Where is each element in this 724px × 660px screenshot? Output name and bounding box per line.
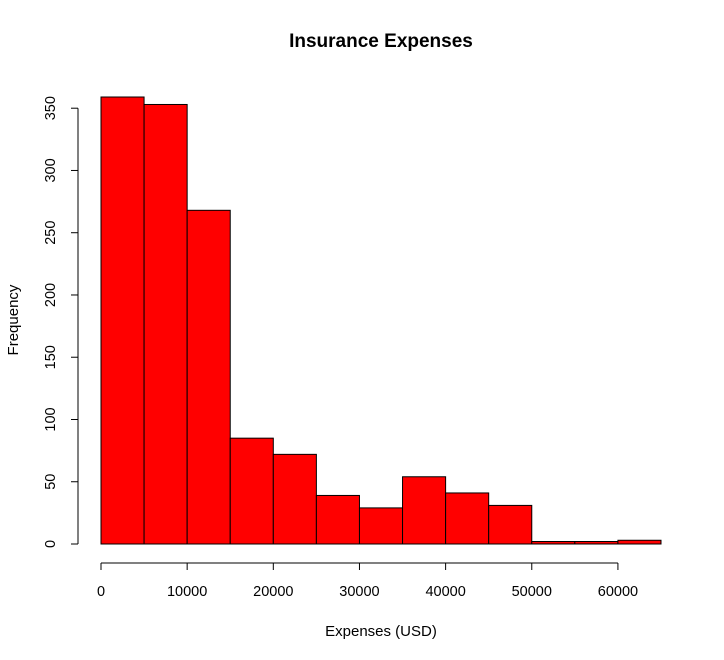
y-tick-label: 150	[43, 345, 59, 369]
y-tick-label: 350	[43, 96, 59, 120]
x-tick-label: 0	[97, 584, 105, 600]
histogram-bar	[358, 507, 404, 545]
histogram-bars	[100, 96, 662, 545]
histogram-bar	[402, 476, 447, 545]
histogram-bar	[100, 96, 145, 545]
x-tick-label: 30000	[339, 584, 379, 600]
histogram-bar	[143, 103, 188, 545]
histogram-bar	[229, 437, 274, 545]
x-axis-label: Expenses (USD)	[325, 623, 437, 640]
histogram-bar	[445, 492, 490, 545]
histogram-bar	[315, 494, 360, 545]
histogram-bar	[186, 209, 231, 545]
y-tick-label: 100	[43, 407, 59, 431]
x-axis: 0 10000 20000 30000 40000 50000 60000	[97, 562, 638, 600]
histogram-bar	[531, 541, 576, 545]
x-tick-label: 10000	[167, 584, 207, 600]
y-tick-label: 50	[43, 474, 59, 490]
y-axis: 0 50 100 150 200 250 300 350	[43, 96, 79, 548]
y-axis-label: Frequency	[5, 284, 22, 355]
x-tick-label: 50000	[512, 584, 552, 600]
histogram-bar	[617, 539, 662, 545]
x-tick-label: 40000	[425, 584, 465, 600]
x-tick-label: 20000	[253, 584, 293, 600]
y-tick-label: 300	[43, 158, 59, 182]
y-tick-label: 250	[43, 221, 59, 245]
x-tick-label: 60000	[598, 584, 638, 600]
histogram-bar	[574, 541, 619, 545]
y-tick-label: 200	[43, 283, 59, 307]
histogram-bar	[488, 504, 533, 545]
y-tick-label: 0	[43, 540, 59, 548]
histogram-bar	[272, 453, 317, 545]
chart-title: Insurance Expenses	[289, 31, 473, 52]
